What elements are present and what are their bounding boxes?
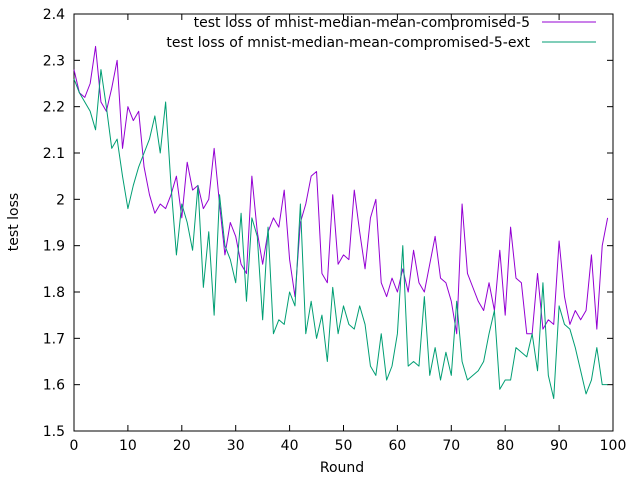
y-tick-label: 2.4 (43, 7, 65, 23)
y-tick-label: 1.5 (43, 424, 65, 440)
x-axis: 0 10 20 30 40 50 60 70 80 90 100 (70, 14, 627, 454)
x-tick-label: 0 (70, 438, 79, 454)
y-tick-label: 2.3 (43, 53, 65, 69)
x-tick-label: 30 (227, 438, 245, 454)
series-lines (73, 45, 609, 400)
y-tick-label: 1.9 (43, 239, 65, 255)
y-tick-label: 2.1 (43, 146, 65, 162)
legend-label-series-2: test loss of mnist-median-mean-compromis… (166, 35, 530, 51)
y-tick-label: 2.2 (43, 100, 65, 116)
y-tick-label: 1.8 (43, 285, 65, 301)
series-line-1 (73, 45, 609, 335)
legend-label-series-1: test loss of mnist-median-mean-compromis… (194, 15, 530, 31)
x-tick-label: 60 (388, 438, 406, 454)
series-line-2 (73, 69, 608, 400)
y-tick-label: 2 (56, 192, 65, 208)
y-axis-title: test loss (6, 193, 22, 251)
legend: test loss of mnist-median-mean-compromis… (166, 15, 596, 51)
x-axis-title: Round (320, 460, 364, 476)
plot-frame (73, 13, 614, 432)
plot-border (73, 13, 614, 432)
y-tick-label: 1.6 (43, 378, 65, 394)
x-tick-label: 80 (496, 438, 514, 454)
x-tick-label: 10 (119, 438, 137, 454)
x-tick-label: 20 (173, 438, 191, 454)
y-tick-label: 1.7 (43, 331, 65, 347)
y-axis: 1.5 1.6 1.7 1.8 1.9 2 2.1 2.2 2.3 2.4 (43, 7, 613, 440)
x-tick-label: 90 (550, 438, 568, 454)
x-tick-label: 100 (600, 438, 627, 454)
x-tick-label: 70 (442, 438, 460, 454)
x-tick-label: 50 (335, 438, 353, 454)
x-tick-label: 40 (281, 438, 299, 454)
